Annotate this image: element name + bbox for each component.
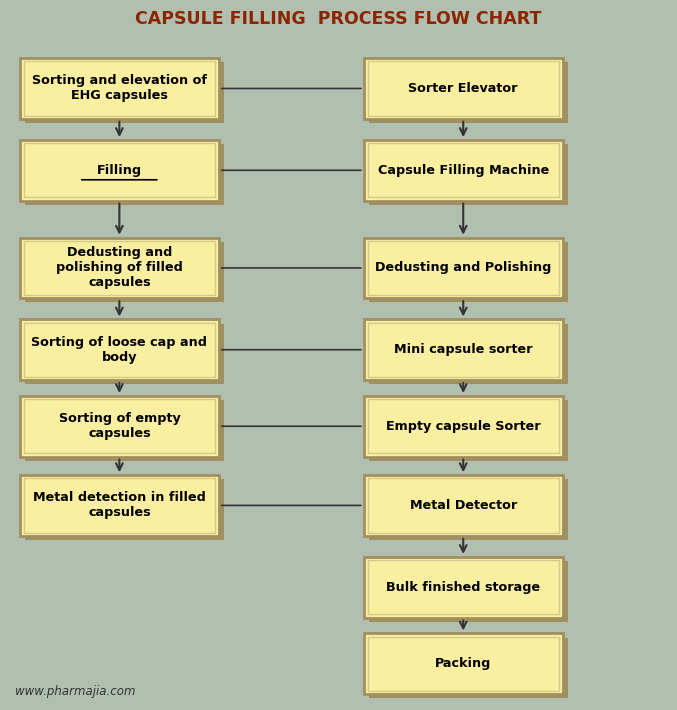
FancyBboxPatch shape	[20, 320, 219, 380]
FancyBboxPatch shape	[20, 396, 219, 457]
FancyBboxPatch shape	[369, 561, 568, 622]
FancyBboxPatch shape	[25, 400, 224, 461]
Text: Metal Detector: Metal Detector	[410, 499, 517, 512]
Text: Metal detection in filled
capsules: Metal detection in filled capsules	[33, 491, 206, 520]
FancyBboxPatch shape	[25, 324, 224, 384]
Text: www.pharmajia.com: www.pharmajia.com	[15, 685, 135, 698]
FancyBboxPatch shape	[364, 238, 563, 298]
FancyBboxPatch shape	[369, 479, 568, 540]
FancyBboxPatch shape	[364, 475, 563, 536]
FancyBboxPatch shape	[369, 400, 568, 461]
Text: Empty capsule Sorter: Empty capsule Sorter	[386, 420, 540, 433]
FancyBboxPatch shape	[364, 396, 563, 457]
FancyBboxPatch shape	[369, 638, 568, 699]
FancyBboxPatch shape	[20, 58, 219, 119]
Text: Sorting of empty
capsules: Sorting of empty capsules	[58, 413, 180, 440]
FancyBboxPatch shape	[364, 140, 563, 201]
Text: Capsule Filling Machine: Capsule Filling Machine	[378, 164, 549, 177]
Text: Sorter Elevator: Sorter Elevator	[408, 82, 518, 95]
FancyBboxPatch shape	[25, 144, 224, 205]
FancyBboxPatch shape	[364, 557, 563, 618]
FancyBboxPatch shape	[25, 62, 224, 123]
FancyBboxPatch shape	[369, 242, 568, 302]
FancyBboxPatch shape	[20, 475, 219, 536]
FancyBboxPatch shape	[20, 238, 219, 298]
Text: Dedusting and Polishing: Dedusting and Polishing	[375, 261, 552, 275]
Text: Filling: Filling	[97, 164, 142, 177]
FancyBboxPatch shape	[25, 479, 224, 540]
Text: Sorting of loose cap and
body: Sorting of loose cap and body	[31, 336, 207, 364]
Text: CAPSULE FILLING  PROCESS FLOW CHART: CAPSULE FILLING PROCESS FLOW CHART	[135, 10, 542, 28]
FancyBboxPatch shape	[364, 320, 563, 380]
FancyBboxPatch shape	[369, 144, 568, 205]
Text: Bulk finished storage: Bulk finished storage	[386, 581, 540, 594]
Text: Dedusting and
polishing of filled
capsules: Dedusting and polishing of filled capsul…	[56, 246, 183, 290]
FancyBboxPatch shape	[20, 140, 219, 201]
FancyBboxPatch shape	[25, 242, 224, 302]
FancyBboxPatch shape	[369, 324, 568, 384]
FancyBboxPatch shape	[364, 58, 563, 119]
Text: Mini capsule sorter: Mini capsule sorter	[394, 343, 533, 356]
Text: Sorting and elevation of
EHG capsules: Sorting and elevation of EHG capsules	[32, 75, 207, 102]
Text: Packing: Packing	[435, 657, 492, 670]
FancyBboxPatch shape	[369, 62, 568, 123]
FancyBboxPatch shape	[364, 633, 563, 694]
